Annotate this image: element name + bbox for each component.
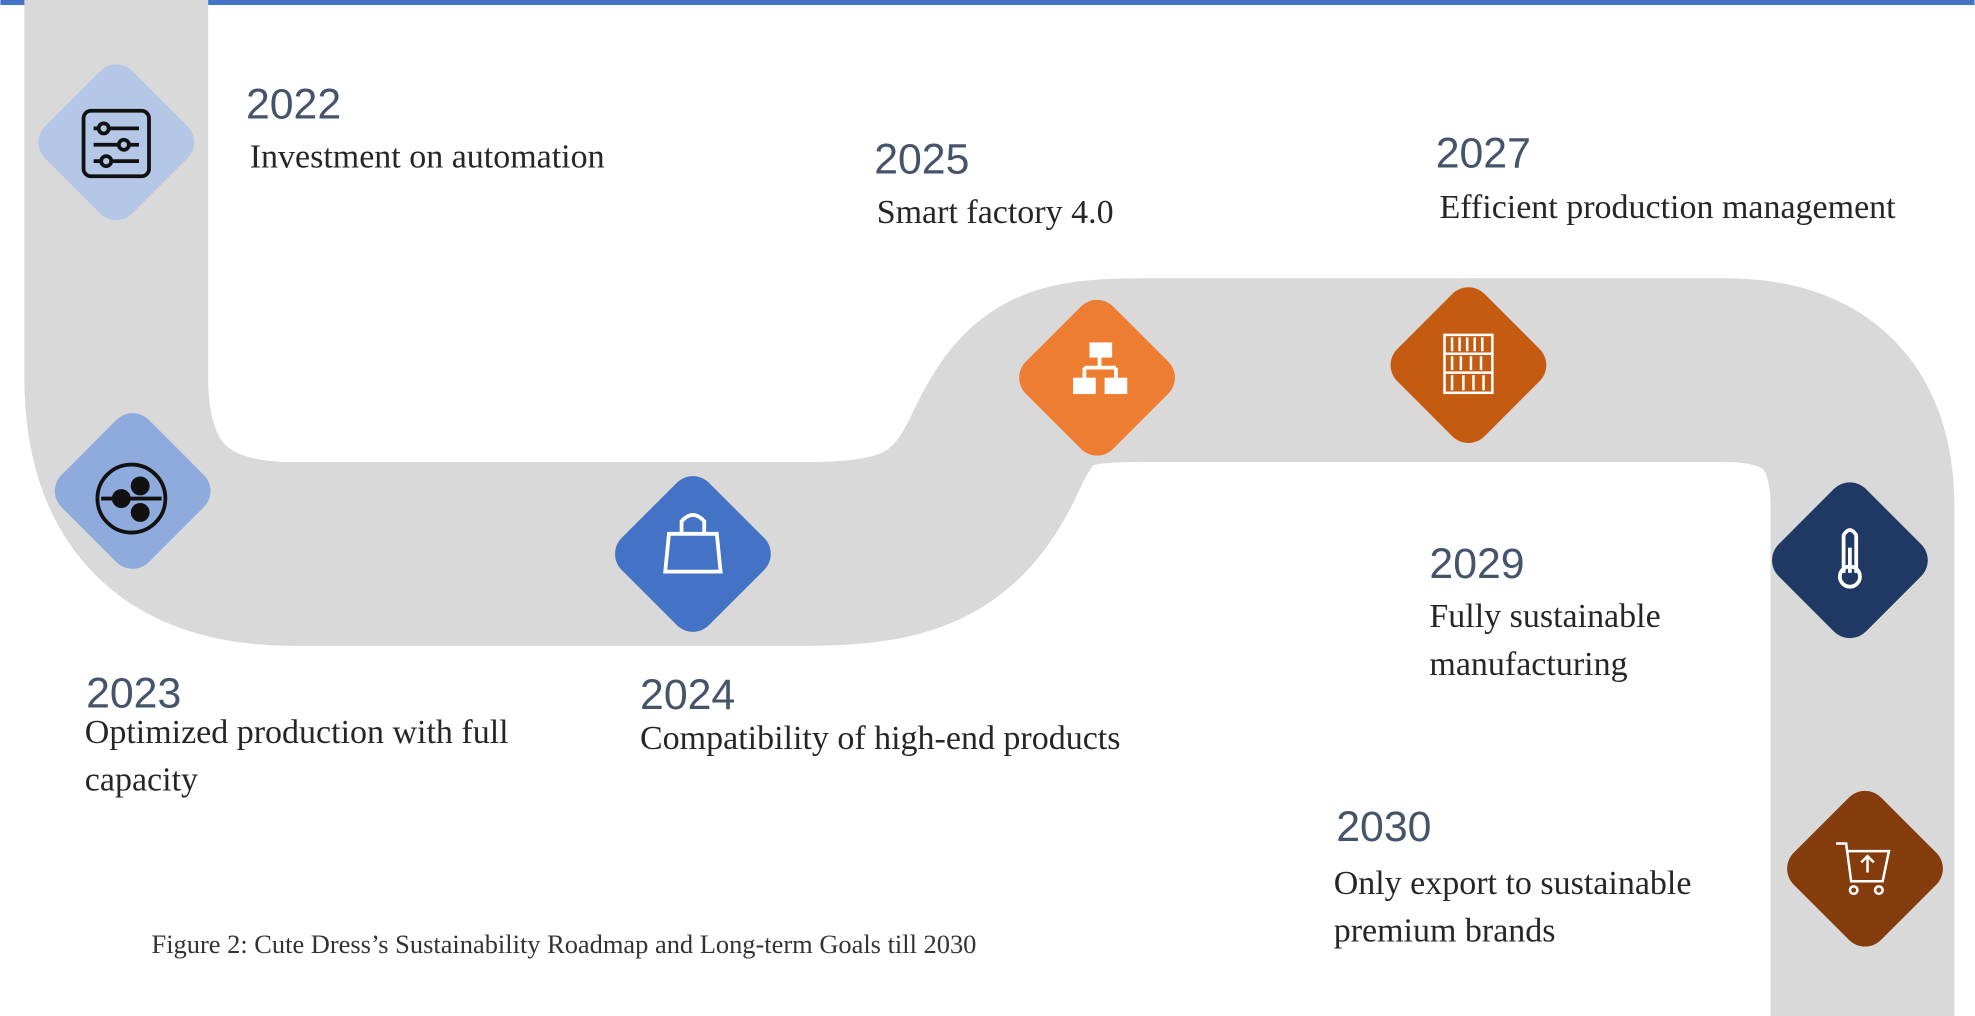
milestone-text: Optimized production with full <box>85 714 509 751</box>
top-rule <box>0 0 1975 6</box>
milestone-year: 2025 <box>874 136 969 184</box>
icon-cart <box>1836 842 1891 896</box>
diamond <box>615 476 771 632</box>
milestone-text: Compatibility of high-end products <box>640 720 1120 757</box>
milestone-year: 2029 <box>1429 540 1524 588</box>
milestone-text: Only export to sustainable <box>1334 865 1692 902</box>
diamond <box>1390 287 1547 443</box>
icons <box>81 108 1891 896</box>
milestone-year: 2030 <box>1336 803 1431 851</box>
caption: Figure 2: Cute Dress’s Sustainability Ro… <box>152 929 977 959</box>
milestone-year: 2023 <box>86 670 181 718</box>
icon-thermometer <box>1837 528 1862 589</box>
milestone-text: Fully sustainable <box>1429 598 1660 635</box>
milestone-year: 2024 <box>640 671 735 719</box>
icon-network <box>95 462 168 535</box>
diamond <box>1787 790 1943 947</box>
icon-sliders <box>81 108 151 179</box>
icon-hierarchy <box>1073 342 1128 395</box>
icon-bag <box>663 513 723 574</box>
milestone-text: Smart factory 4.0 <box>877 194 1114 231</box>
diamond <box>1019 299 1175 456</box>
milestone-year: 2022 <box>246 80 341 128</box>
milestone-text: premium brands <box>1334 913 1556 950</box>
milestone-year: 2027 <box>1436 129 1531 177</box>
diamonds <box>38 64 1943 947</box>
milestone-text: Efficient production management <box>1439 189 1896 226</box>
milestone-text: manufacturing <box>1429 646 1627 683</box>
icon-shelf <box>1443 333 1494 395</box>
diamond <box>38 64 195 221</box>
milestone-text: Investment on automation <box>250 138 605 175</box>
milestone-text: capacity <box>85 762 198 799</box>
